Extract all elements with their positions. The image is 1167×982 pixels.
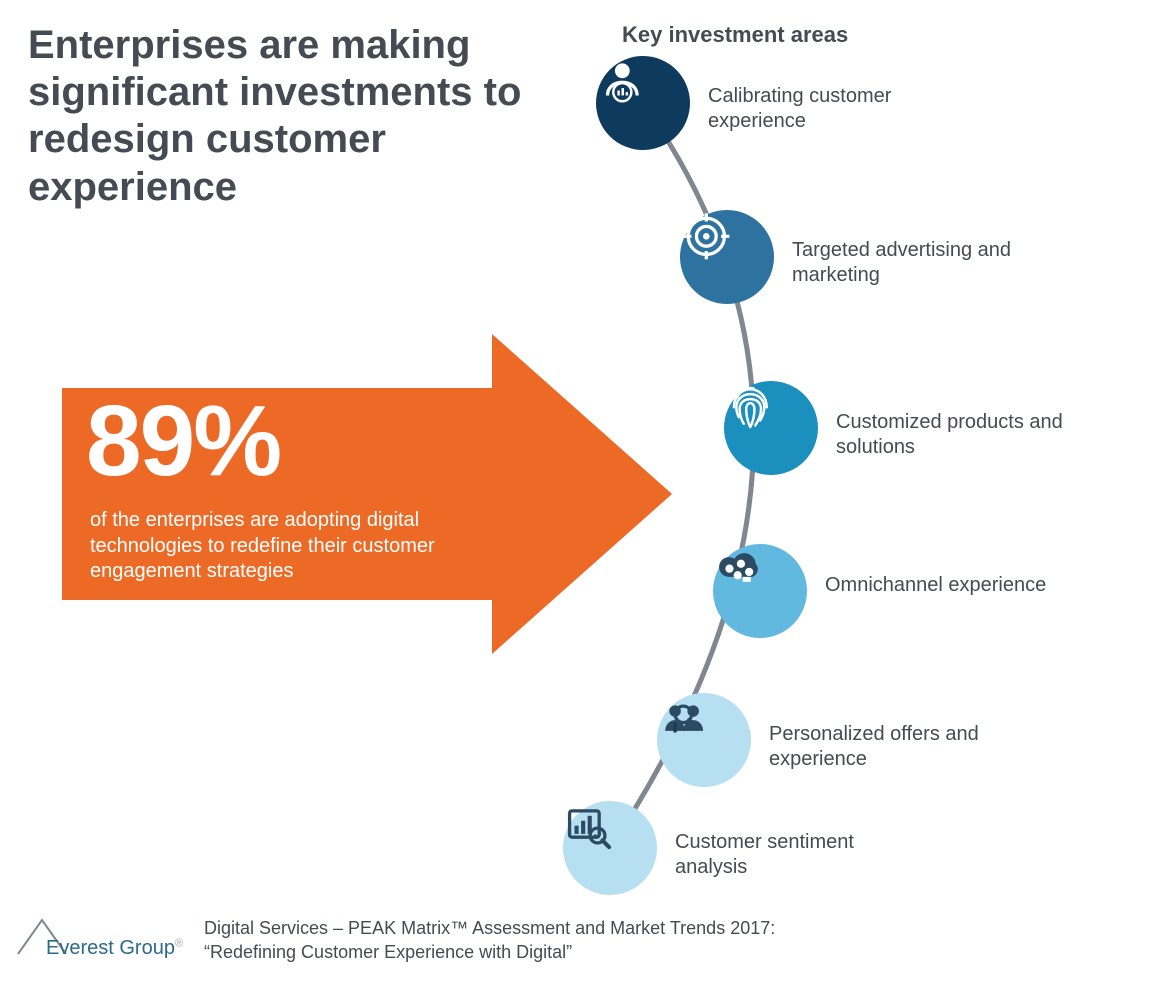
arc-node-sentiment xyxy=(563,801,657,895)
arc-node-label-customized: Customized products and solutions xyxy=(836,410,1066,460)
arc-node-calibrating xyxy=(596,56,690,150)
footer-citation: Digital Services – PEAK Matrix™ Assessme… xyxy=(204,917,775,964)
arc-node-label-calibrating: Calibrating customer experience xyxy=(708,84,938,134)
people-lens-icon xyxy=(657,693,710,746)
investment-arc: Calibrating customer experience Targeted … xyxy=(540,50,1160,890)
stat-percent: 89% xyxy=(86,384,280,499)
everest-logo: Everest Group® xyxy=(16,910,186,964)
arc-node-personalized xyxy=(657,693,751,787)
footer: Everest Group® Digital Services – PEAK M… xyxy=(16,910,1146,964)
arc-node-label-targeted: Targeted advertising and marketing xyxy=(792,238,1022,288)
fingerprint-icon xyxy=(724,381,777,434)
target-icon xyxy=(680,210,733,263)
arc-node-targeted xyxy=(680,210,774,304)
arc-node-omnichannel xyxy=(713,544,807,638)
arc-node-customized xyxy=(724,381,818,475)
cloud-devices-icon xyxy=(713,544,766,597)
person-chart-icon xyxy=(596,56,649,109)
stat-description: of the enterprises are adopting digital … xyxy=(90,508,490,585)
logo-name: Everest Group xyxy=(46,937,175,959)
arc-node-label-personalized: Personalized offers and experience xyxy=(769,722,999,772)
footer-line-2: “Redefining Customer Experience with Dig… xyxy=(204,941,775,964)
page-title: Enterprises are making significant inves… xyxy=(28,22,548,211)
logo-text: Everest Group® xyxy=(46,937,183,960)
footer-line-1: Digital Services – PEAK Matrix™ Assessme… xyxy=(204,917,775,940)
arc-node-label-sentiment: Customer sentiment analysis xyxy=(675,830,905,880)
arc-node-label-omnichannel: Omnichannel experience xyxy=(825,573,1055,598)
logo-reg: ® xyxy=(175,937,183,949)
arc-path-svg xyxy=(540,50,1160,910)
section-subhead: Key investment areas xyxy=(622,22,848,48)
bar-lens-icon xyxy=(563,801,616,854)
